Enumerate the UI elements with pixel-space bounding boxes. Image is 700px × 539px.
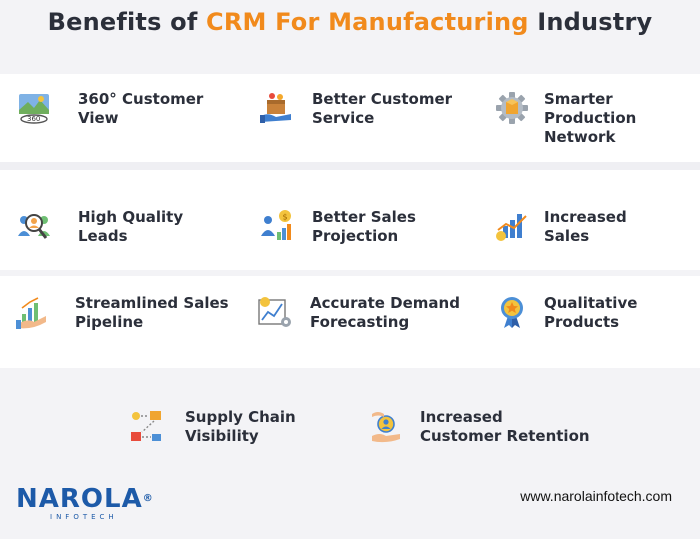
benefit-label-wrap-2: Better Customer Service xyxy=(312,90,452,128)
customer-retention-icon xyxy=(366,406,406,446)
benefit-label: 360° Customer View xyxy=(78,90,204,127)
benefit-customer-service xyxy=(256,88,296,128)
benefit-label: Supply Chain Visibility xyxy=(185,408,296,445)
360-view-icon: 360 xyxy=(14,88,54,128)
benefit-demand-forecasting xyxy=(254,292,294,332)
quality-badge-icon xyxy=(492,292,532,332)
logo-text: NAROLA xyxy=(16,484,143,514)
benefit-qualitative-products xyxy=(492,292,532,332)
title-part-2: Industry xyxy=(528,8,653,36)
benefit-label-wrap-10: Supply Chain Visibility xyxy=(185,408,296,446)
benefit-label-wrap-8: Accurate Demand Forecasting xyxy=(310,294,460,332)
benefit-label: Qualitative Products xyxy=(544,294,638,331)
logo-subtitle: INFOTECH xyxy=(50,513,118,521)
title-accent: CRM For Manufacturing xyxy=(206,8,529,36)
demand-forecast-icon xyxy=(254,292,294,332)
website-url: www.narolainfotech.com xyxy=(520,488,672,504)
benefit-label: Increased Customer Retention xyxy=(420,408,590,445)
benefit-label-wrap-4: High Quality Leads xyxy=(78,208,183,246)
narola-logo: NAROLA® INFOTECH xyxy=(16,486,154,521)
logo-wordmark: NAROLA® xyxy=(16,486,154,512)
row-band-2 xyxy=(0,170,700,270)
supply-chain-icon xyxy=(126,406,166,446)
benefit-customer-retention xyxy=(366,406,406,446)
benefit-label: Accurate Demand Forecasting xyxy=(310,294,460,331)
production-gear-icon xyxy=(492,88,532,128)
benefit-label-wrap-3: Smarter Production Network xyxy=(544,90,700,147)
benefit-label: Smarter Production Network xyxy=(544,90,637,146)
benefit-sales-pipeline xyxy=(12,292,52,332)
sales-pipeline-icon xyxy=(12,292,52,332)
benefit-label: High Quality Leads xyxy=(78,208,184,245)
title-part-1: Benefits of xyxy=(47,8,207,36)
row-divider-1 xyxy=(0,162,700,170)
page-title: Benefits of CRM For Manufacturing Indust… xyxy=(0,8,700,36)
benefit-360-view: 360 xyxy=(14,88,54,128)
row-band-3 xyxy=(0,276,700,368)
benefit-production-network xyxy=(492,88,532,128)
logo-registered-mark: ® xyxy=(142,493,154,504)
benefit-label-wrap-7: Streamlined Sales Pipeline xyxy=(75,294,229,332)
svg-text:360: 360 xyxy=(27,115,40,123)
sales-projection-icon: $ xyxy=(256,206,296,246)
benefit-label: Better Customer Service xyxy=(312,90,453,127)
customer-service-icon xyxy=(256,88,296,128)
benefit-label: Streamlined Sales Pipeline xyxy=(75,294,229,331)
row-band-1 xyxy=(0,74,700,162)
benefit-label-wrap-1: 360° Customer View xyxy=(78,90,203,128)
benefit-increased-sales xyxy=(492,206,532,246)
benefit-label: Increased Sales xyxy=(544,208,627,245)
increased-sales-icon xyxy=(492,206,532,246)
benefit-quality-leads xyxy=(14,206,54,246)
benefit-label-wrap-5: Better Sales Projection xyxy=(312,208,416,246)
benefit-label: Better Sales Projection xyxy=(312,208,416,245)
benefit-label-wrap-6: Increased Sales xyxy=(544,208,627,246)
benefit-label-wrap-11: Increased Customer Retention xyxy=(420,408,590,446)
benefit-supply-chain xyxy=(126,406,166,446)
svg-text:$: $ xyxy=(283,213,288,222)
benefit-label-wrap-9: Qualitative Products xyxy=(544,294,637,332)
benefit-sales-projection: $ xyxy=(256,206,296,246)
quality-leads-icon xyxy=(14,206,54,246)
